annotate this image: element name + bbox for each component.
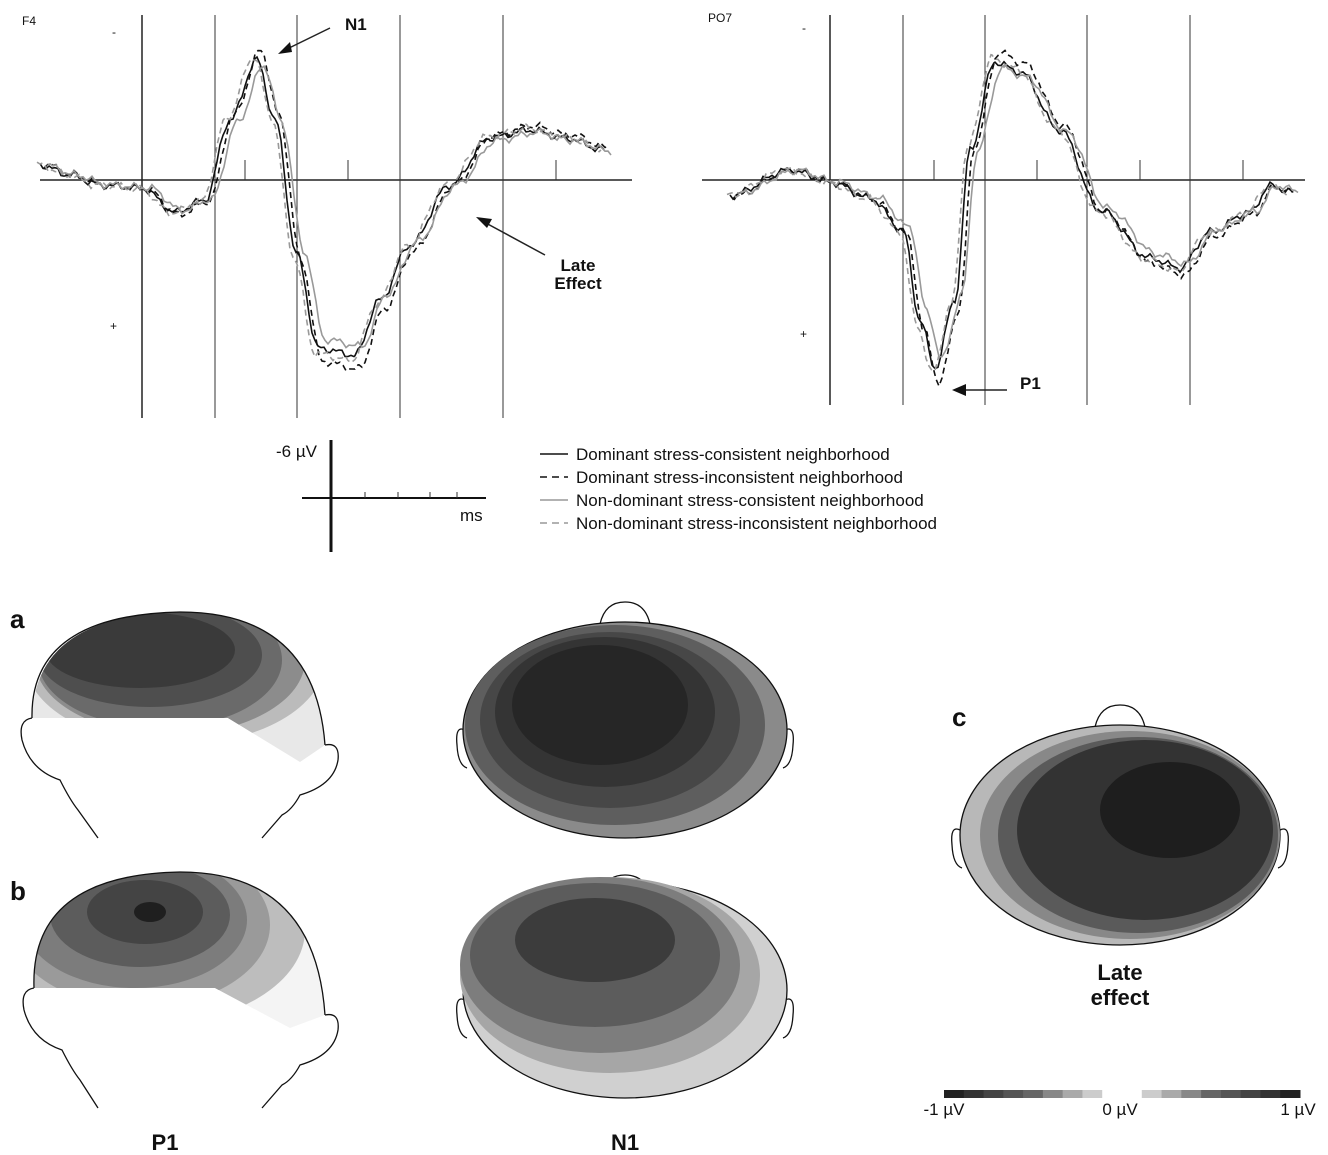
polarity-label: + bbox=[110, 319, 117, 333]
head-back-b bbox=[22, 871, 339, 1109]
polarity-label: + bbox=[800, 327, 807, 341]
colorbar-segment bbox=[1062, 1090, 1083, 1098]
arrow-head bbox=[952, 384, 966, 396]
arrow-head bbox=[278, 42, 292, 54]
scale-bar bbox=[302, 440, 486, 552]
caption: effect bbox=[1091, 985, 1150, 1010]
waveform bbox=[736, 63, 1299, 358]
waveform bbox=[36, 57, 602, 364]
caption: Late bbox=[1097, 960, 1142, 985]
head-top-b-n1 bbox=[456, 874, 794, 1099]
colorbar-label: 0 µV bbox=[1102, 1100, 1138, 1119]
annotation: N1 bbox=[345, 15, 367, 34]
colorbar bbox=[944, 1090, 1301, 1098]
annotation: P1 bbox=[1020, 374, 1041, 393]
caption: P1 bbox=[152, 1130, 179, 1155]
colorbar-segment bbox=[1023, 1090, 1044, 1098]
colorbar-label: 1 µV bbox=[1280, 1100, 1316, 1119]
waveform bbox=[729, 60, 1292, 370]
polarity-label: - bbox=[802, 21, 806, 35]
colorbar-segment bbox=[1082, 1090, 1103, 1098]
colorbar-segment bbox=[944, 1090, 965, 1098]
colorbar-segment bbox=[1042, 1090, 1064, 1098]
head-back-a bbox=[20, 611, 339, 839]
colorbar-segment bbox=[983, 1090, 1004, 1098]
colorbar-segment bbox=[1141, 1090, 1163, 1098]
colorbar-segment bbox=[1220, 1090, 1242, 1098]
head-top-a-n1 bbox=[456, 601, 794, 839]
waveform bbox=[726, 53, 1289, 372]
legend-entry: Non-dominant stress-consistent neighborh… bbox=[576, 491, 924, 510]
colorbar-label: -1 µV bbox=[924, 1100, 966, 1119]
polarity-label: - bbox=[112, 25, 116, 39]
row-label: b bbox=[10, 876, 26, 906]
legend-entry: Dominant stress-inconsistent neighborhoo… bbox=[576, 468, 903, 487]
annotation: Effect bbox=[554, 274, 602, 293]
arrow bbox=[284, 27, 331, 51]
waveforms bbox=[36, 49, 1299, 389]
annotation: Late bbox=[561, 256, 596, 275]
arrow-head bbox=[476, 217, 492, 228]
colorbar-segment bbox=[1122, 1090, 1143, 1098]
head-top-c bbox=[951, 704, 1289, 946]
colorbar-segment bbox=[1181, 1090, 1202, 1098]
colorbar-segment bbox=[1161, 1090, 1182, 1098]
waveform bbox=[733, 49, 1296, 389]
row-label: c bbox=[952, 702, 966, 732]
colorbar-segment bbox=[1003, 1090, 1024, 1098]
legend: Dominant stress-consistent neighborhood … bbox=[540, 445, 937, 533]
panel-po7-axes bbox=[702, 15, 1305, 405]
colorbar-segment bbox=[1201, 1090, 1222, 1098]
colorbar-segment bbox=[1260, 1090, 1281, 1098]
legend-entry: Non-dominant stress-inconsistent neighbo… bbox=[576, 514, 937, 533]
scale-time: ms bbox=[460, 506, 483, 525]
arrow bbox=[483, 221, 546, 256]
waveform bbox=[39, 55, 605, 358]
colorbar-segment bbox=[1102, 1090, 1123, 1098]
legend-entry: Dominant stress-consistent neighborhood bbox=[576, 445, 890, 464]
colorbar-segment bbox=[1240, 1090, 1261, 1098]
scale-amplitude: -6 µV bbox=[276, 442, 318, 461]
row-label: a bbox=[10, 604, 25, 634]
colorbar-segment bbox=[1280, 1090, 1301, 1098]
waveform bbox=[43, 49, 609, 372]
colorbar-segment bbox=[963, 1090, 985, 1098]
waveform bbox=[46, 64, 612, 349]
electrode-label: PO7 bbox=[708, 11, 732, 25]
panel-f4-axes bbox=[40, 15, 632, 418]
caption: N1 bbox=[611, 1130, 639, 1155]
electrode-label: F4 bbox=[22, 14, 36, 28]
